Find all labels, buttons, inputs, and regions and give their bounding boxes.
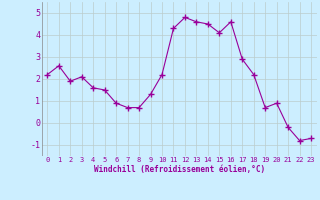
X-axis label: Windchill (Refroidissement éolien,°C): Windchill (Refroidissement éolien,°C) bbox=[94, 165, 265, 174]
